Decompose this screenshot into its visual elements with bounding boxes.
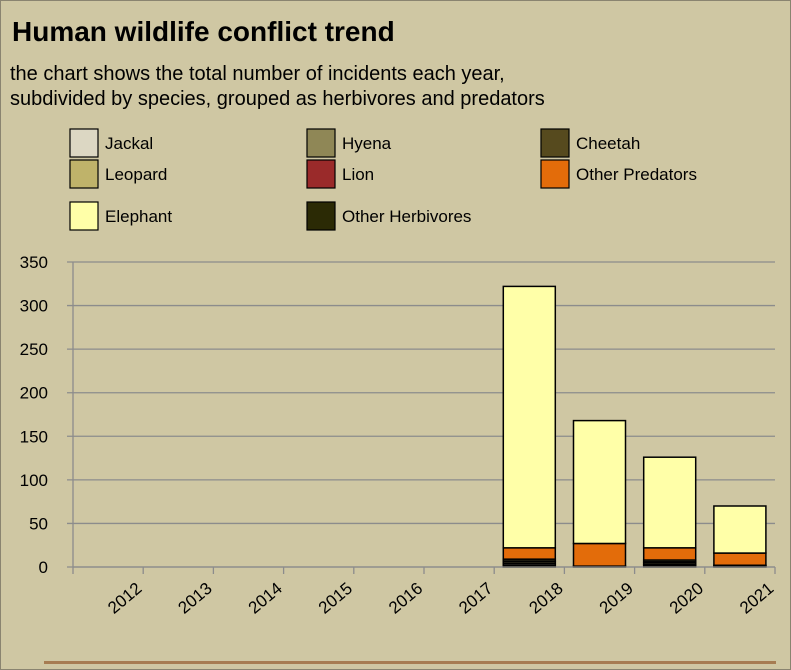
x-tick-label-2014: 2014 [245, 579, 286, 618]
legend-swatch-jackal [69, 128, 99, 158]
legend-item-jackal: Jackal [69, 128, 153, 158]
y-tick-label-200: 200 [20, 384, 48, 403]
legend-swatch-elephant [69, 201, 99, 231]
chart-title: Human wildlife conflict trend [12, 16, 395, 47]
x-tick-label-2012: 2012 [104, 579, 145, 618]
bar-2018-elephant [502, 285, 557, 549]
x-tick-label-2015: 2015 [315, 579, 356, 618]
legend-swatch-cheetah [540, 128, 570, 158]
legend: Jackal Hyena Cheetah Leopard Lion Other Preda… [69, 128, 697, 231]
legend-swatch-other-predators [540, 159, 570, 189]
x-tick-label-2021: 2021 [736, 579, 777, 618]
bar-2021-elephant [713, 505, 767, 554]
legend-label-other-herbivores: Other Herbivores [342, 207, 471, 226]
legend-swatch-other-herbivores [306, 201, 336, 231]
y-axis: 0 50 100 150 200 250 300 350 [20, 253, 74, 577]
legend-item-leopard: Leopard [69, 159, 167, 189]
x-tick-label-2017: 2017 [455, 579, 496, 618]
x-axis: 2012 2013 2014 2015 2016 2017 2018 2019 2020 2021 [72, 566, 777, 618]
y-tick-label-300: 300 [20, 297, 48, 316]
footer-divider [44, 661, 776, 664]
x-tick-label-2016: 2016 [385, 579, 426, 618]
y-tick-label-50: 50 [29, 514, 48, 533]
y-tick-label-250: 250 [20, 340, 48, 359]
x-tick-label-2020: 2020 [666, 579, 707, 618]
legend-swatch-leopard [69, 159, 99, 189]
legend-label-elephant: Elephant [105, 207, 172, 226]
legend-swatch-hyena [306, 128, 336, 158]
bars [502, 285, 767, 568]
bar-2019-elephant [572, 419, 627, 545]
legend-item-lion: Lion [306, 159, 374, 189]
bar-2020-other-predators [642, 547, 697, 561]
subtitle-line-2: subdivided by species, grouped as herbiv… [10, 88, 545, 110]
x-tick-label-2018: 2018 [525, 579, 566, 618]
y-tick-label-0: 0 [39, 558, 48, 577]
y-tick-label-150: 150 [20, 427, 48, 446]
legend-item-cheetah: Cheetah [540, 128, 640, 158]
y-tick-label-100: 100 [20, 471, 48, 490]
legend-label-leopard: Leopard [105, 165, 167, 184]
bar-2018-other-predators [502, 547, 557, 560]
subtitle-line-1: the chart shows the total number of inci… [10, 63, 505, 85]
legend-swatch-lion [306, 159, 336, 189]
y-tick-label-350: 350 [20, 253, 48, 272]
legend-label-cheetah: Cheetah [576, 134, 640, 153]
legend-label-hyena: Hyena [342, 134, 392, 153]
bar-2020-elephant [642, 456, 697, 549]
legend-item-elephant: Elephant [69, 201, 172, 231]
legend-label-other-predators: Other Predators [576, 165, 697, 184]
legend-item-other-predators: Other Predators [540, 159, 697, 189]
chart-subtitle: the chart shows the total number of inci… [10, 62, 710, 112]
legend-item-hyena: Hyena [306, 128, 392, 158]
bar-2021-other-predators [713, 552, 767, 567]
legend-label-jackal: Jackal [105, 134, 153, 153]
legend-item-other-herbivores: Other Herbivores [306, 201, 471, 231]
bar-2019-other-predators [572, 542, 627, 567]
x-tick-label-2013: 2013 [174, 579, 215, 618]
x-tick-label-2019: 2019 [596, 579, 637, 618]
legend-label-lion: Lion [342, 165, 374, 184]
